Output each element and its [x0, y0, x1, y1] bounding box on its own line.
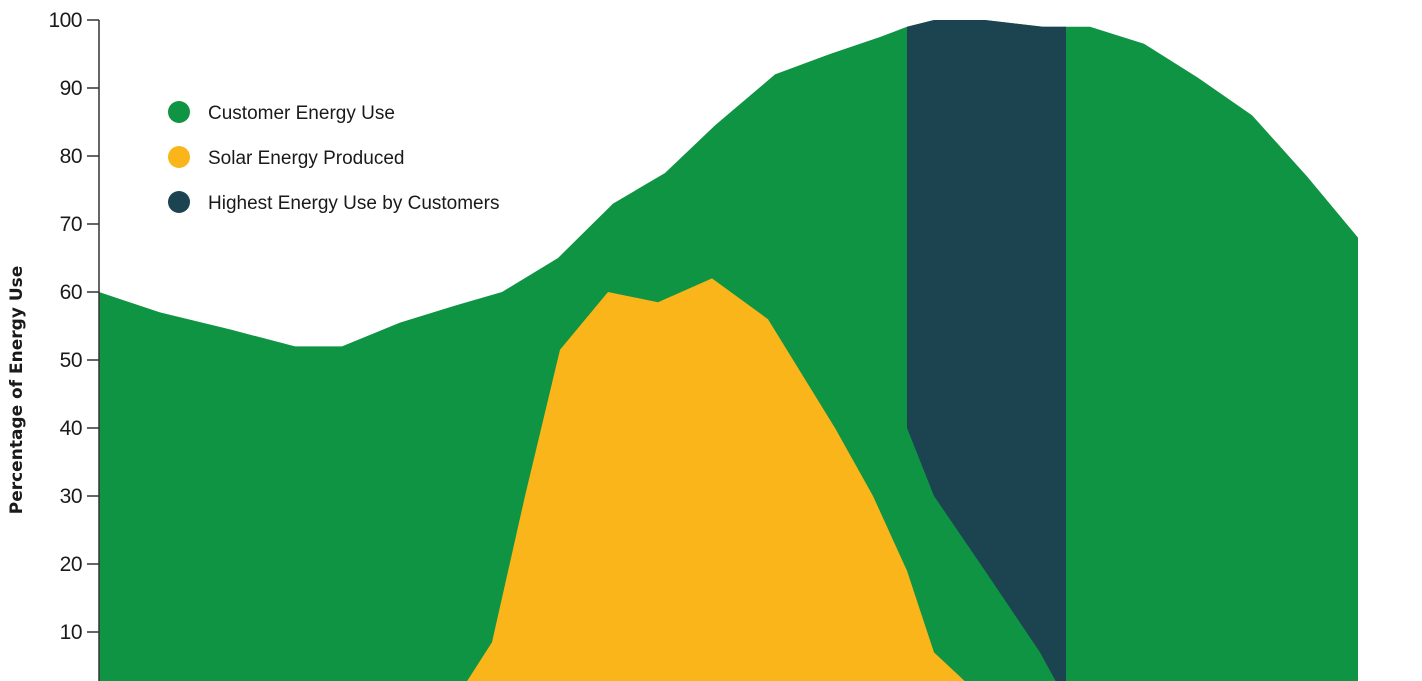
y-tick-label: 90	[60, 77, 82, 100]
legend-swatch	[168, 146, 190, 168]
solar-energy-produced-area	[467, 278, 965, 681]
y-tick-label: 10	[60, 621, 82, 644]
y-tick-label: 50	[60, 349, 82, 372]
y-axis-title: Percentage of Energy Use	[7, 266, 27, 515]
legend: Customer Energy Use Solar Energy Produced…	[168, 101, 499, 214]
y-tick-label: 100	[48, 9, 82, 32]
legend-label: Customer Energy Use	[208, 103, 395, 124]
legend-swatch	[168, 191, 190, 213]
y-axis: 10 20 30 40 50 60 70 80 90 100	[48, 9, 100, 681]
y-tick-label: 60	[60, 281, 82, 304]
y-tick-label: 80	[60, 145, 82, 168]
highest-energy-use-area	[907, 20, 1066, 681]
legend-label: Solar Energy Produced	[208, 148, 404, 169]
y-tick-label: 40	[60, 417, 82, 440]
area-layer	[99, 20, 1358, 681]
y-tick-label: 20	[60, 553, 82, 576]
legend-label: Highest Energy Use by Customers	[208, 193, 499, 214]
y-tick-label: 70	[60, 213, 82, 236]
y-tick-label: 30	[60, 485, 82, 508]
legend-swatch	[168, 101, 190, 123]
